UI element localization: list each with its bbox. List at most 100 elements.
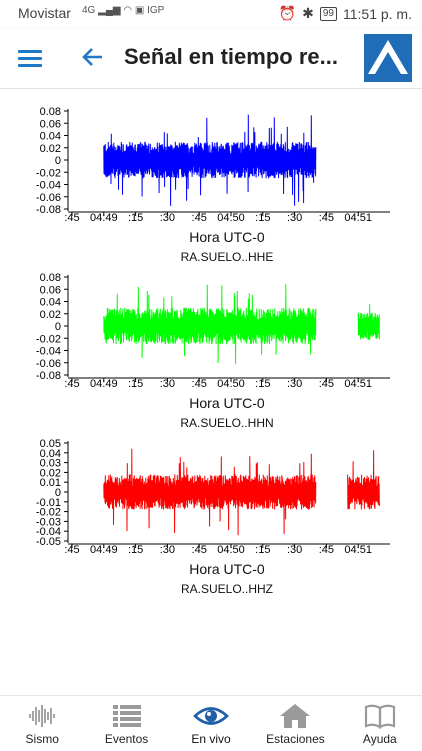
x-tick-label: :45 — [319, 544, 334, 556]
hamburger-menu-icon[interactable] — [18, 48, 42, 68]
y-tick-label: 0.06 — [40, 284, 61, 296]
x-tick-label: 04:50 — [217, 378, 245, 390]
y-tick-label: 0.04 — [40, 448, 61, 460]
y-tick-label: -0.08 — [36, 204, 61, 216]
x-tick-label: :45 — [64, 544, 79, 556]
network-indicators: 4G ▂▄▆ ◠ ▣ IGP — [82, 5, 164, 16]
station-label: RA.SUELO..HHZ — [181, 582, 273, 596]
x-tick-label: 04:50 — [217, 544, 245, 556]
app-bar: Señal en tiempo re... — [0, 28, 422, 89]
station-label: RA.SUELO..HHN — [180, 416, 273, 430]
chart-hhe: 0.08 0.06 0.04 0.02 0 -0.02 -0.04 -0.06 -0.08:45… — [0, 99, 422, 269]
back-arrow-icon[interactable] — [80, 44, 106, 70]
y-tick-label: -0.06 — [36, 192, 61, 204]
nav-label: Sismo — [25, 732, 59, 746]
station-label: RA.SUELO..HHE — [181, 250, 274, 264]
y-tick-label: -0.04 — [36, 180, 61, 192]
y-tick-label: -0.01 — [36, 497, 61, 509]
igp-label: IGP — [147, 5, 165, 16]
x-tick-label: 04:49 — [90, 212, 118, 224]
network-type: 4G — [82, 5, 96, 16]
y-tick-label: -0.02 — [36, 167, 61, 179]
notification-icon: ▣ — [134, 5, 145, 16]
waveform-segment — [103, 114, 317, 206]
eye-icon — [193, 707, 229, 725]
y-tick-label: 0.08 — [40, 272, 61, 284]
x-tick-label: 04:51 — [344, 212, 372, 224]
y-tick-label: -0.04 — [36, 526, 61, 538]
x-tick-label: :30 — [160, 212, 175, 224]
y-tick-label: -0.05 — [36, 536, 61, 548]
waveform-icon — [29, 705, 56, 727]
y-tick-label: -0.02 — [36, 507, 61, 519]
nav-eventos[interactable]: Eventos — [84, 696, 168, 751]
x-tick-label: :15 — [255, 378, 270, 390]
nav-label: Estaciones — [266, 732, 325, 746]
bottom-navigation: Sismo Eventos En vivo Estaciones — [0, 695, 422, 751]
signal-icon: ▂▄▆ — [98, 5, 121, 16]
wifi-icon: ◠ — [123, 5, 133, 16]
y-tick-label: 0 — [55, 487, 61, 499]
igp-logo — [364, 34, 412, 82]
x-tick-label: :15 — [128, 212, 143, 224]
x-tick-label: :45 — [192, 544, 207, 556]
x-tick-label: :45 — [64, 212, 79, 224]
y-tick-label: 0.02 — [40, 143, 61, 155]
x-tick-label: :15 — [128, 544, 143, 556]
list-icon — [112, 705, 141, 727]
y-tick-label: 0.03 — [40, 458, 61, 470]
chart-hhn: 0.08 0.06 0.04 0.02 0 -0.02 -0.04 -0.06 -0.08:45… — [0, 265, 422, 435]
y-tick-label: 0.05 — [40, 438, 61, 450]
nav-en-vivo[interactable]: En vivo — [169, 696, 253, 751]
nav-label: En vivo — [191, 732, 231, 746]
x-tick-label: :30 — [287, 378, 302, 390]
seismogram-svg: 0.080.060.040.020-0.02-0.04-0.06-0.08:45… — [36, 106, 390, 264]
status-bar: Movistar 4G ▂▄▆ ◠ ▣ IGP ⏰ ✱ 99 11:51 p. … — [0, 0, 422, 28]
y-tick-label: 0.08 — [40, 106, 61, 118]
seismogram-svg: 0.050.040.030.020.010-0.01-0.02-0.03-0.0… — [36, 438, 390, 596]
x-tick-label: :45 — [319, 212, 334, 224]
y-tick-label: 0.02 — [40, 309, 61, 321]
chart-hhz: 0.05 0.04 0.03 0.02 0.01 0 -0.01 -0.02 -0.03 -0.0… — [0, 431, 422, 601]
waveform-segment — [103, 448, 317, 536]
y-tick-label: -0.02 — [36, 333, 61, 345]
x-tick-label: 04:49 — [90, 378, 118, 390]
x-tick-label: 04:50 — [217, 212, 245, 224]
x-tick-label: :30 — [287, 544, 302, 556]
x-tick-label: 04:51 — [344, 544, 372, 556]
y-tick-label: 0 — [55, 155, 61, 167]
bluetooth-icon: ✱ — [302, 5, 314, 21]
x-tick-label: 04:49 — [90, 544, 118, 556]
y-tick-label: -0.08 — [36, 370, 61, 382]
x-tick-label: :45 — [64, 378, 79, 390]
nav-ayuda[interactable]: Ayuda — [338, 696, 422, 751]
y-tick-label: -0.06 — [36, 358, 61, 370]
x-tick-label: :30 — [287, 212, 302, 224]
x-tick-label: 04:51 — [344, 378, 372, 390]
x-tick-label: :45 — [319, 378, 334, 390]
nav-label: Eventos — [104, 732, 149, 746]
y-tick-label: 0.04 — [40, 131, 61, 143]
y-tick-label: 0.02 — [40, 467, 61, 479]
x-tick-label: :15 — [128, 378, 143, 390]
x-tick-label: :30 — [160, 544, 175, 556]
x-tick-label: :30 — [160, 378, 175, 390]
status-right: ⏰ ✱ 99 11:51 p. m. — [279, 5, 412, 22]
y-tick-label: 0 — [55, 321, 61, 333]
x-tick-label: :45 — [192, 378, 207, 390]
x-axis-label: Hora UTC-0 — [189, 395, 265, 411]
book-icon — [364, 704, 395, 729]
waveform-segment — [347, 450, 380, 510]
nav-estaciones[interactable]: Estaciones — [253, 696, 337, 751]
y-tick-label: 0.06 — [40, 118, 61, 130]
status-time: 11:51 p. m. — [342, 5, 412, 22]
alarm-icon: ⏰ — [278, 5, 297, 21]
nav-sismo[interactable]: Sismo — [0, 696, 84, 751]
x-tick-label: :15 — [255, 212, 270, 224]
x-tick-label: :45 — [192, 212, 207, 224]
y-tick-label: 0.04 — [40, 297, 61, 309]
x-axis-label: Hora UTC-0 — [189, 561, 265, 577]
home-icon — [280, 704, 311, 728]
waveform-segment — [103, 284, 317, 364]
x-tick-label: :15 — [255, 544, 270, 556]
